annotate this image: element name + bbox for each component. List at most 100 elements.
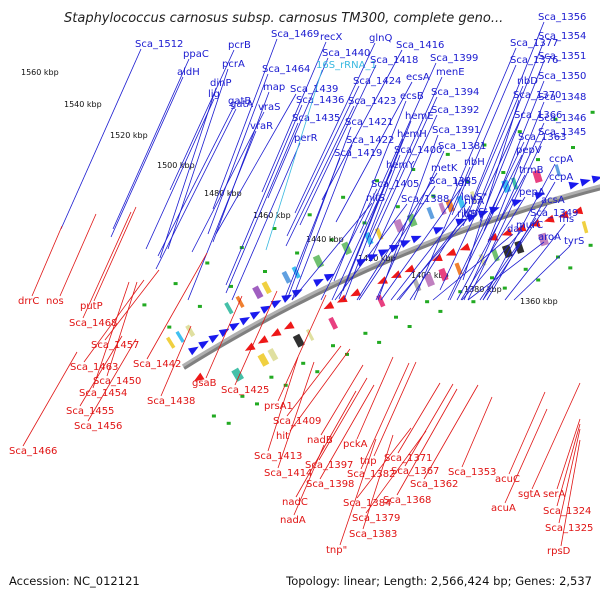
forward-gene-label[interactable]: Sca_1399: [430, 53, 478, 64]
forward-gene-label[interactable]: pepA: [519, 187, 545, 198]
forward-gene-label[interactable]: Sca_1422: [346, 135, 394, 146]
reverse-gene-label[interactable]: Sca_1353: [448, 467, 496, 478]
forward-gene-label[interactable]: Sca_1469: [271, 29, 319, 40]
forward-gene-label[interactable]: fhs: [559, 214, 574, 225]
reverse-gene-label[interactable]: prsA1: [264, 401, 293, 412]
forward-gene-label[interactable]: gatB: [228, 96, 251, 107]
reverse-gene-label[interactable]: pckA: [343, 439, 368, 450]
reverse-gene-label[interactable]: nadB: [307, 435, 333, 446]
forward-gene-label[interactable]: Sca_1349: [530, 208, 578, 219]
forward-gene-label[interactable]: hemY: [386, 160, 415, 171]
forward-gene-label[interactable]: Sca_1512: [135, 39, 183, 50]
forward-gene-label[interactable]: Sca_1421: [345, 117, 393, 128]
reverse-gene-label[interactable]: Sca_1442: [133, 359, 181, 370]
reverse-gene-label[interactable]: Sca_1384: [343, 498, 391, 509]
reverse-gene-label[interactable]: Sca_1456: [74, 421, 122, 432]
forward-gene-label[interactable]: Sca_1377: [510, 38, 558, 49]
forward-gene-label[interactable]: map: [263, 82, 285, 93]
reverse-gene-label[interactable]: Sca_1457: [91, 340, 139, 351]
reverse-gene-labels[interactable]: drrC nos putP Sca_1468 Sca_1457 Sca_1463 Sca_1…: [9, 206, 593, 557]
reverse-gene-label[interactable]: Sca_1325: [545, 523, 593, 534]
forward-gene-label[interactable]: aldH: [177, 67, 200, 78]
reverse-gene-label[interactable]: Sca_1438: [147, 396, 195, 407]
forward-gene-label[interactable]: Sca_1436: [296, 95, 344, 106]
forward-gene-label[interactable]: Sca_1391: [432, 125, 480, 136]
forward-gene-label[interactable]: 16S_rRNA_1: [316, 60, 377, 71]
forward-gene-label[interactable]: pepV: [516, 145, 542, 156]
forward-gene-label[interactable]: glnQ: [369, 33, 392, 44]
reverse-gene-label[interactable]: sgtA: [518, 489, 540, 500]
reverse-gene-label[interactable]: Sca_1382: [347, 469, 395, 480]
forward-gene-label[interactable]: menE: [436, 67, 465, 78]
reverse-gene-label[interactable]: nadC: [282, 497, 308, 508]
forward-gene-label[interactable]: vraR: [250, 121, 273, 132]
forward-gene-label[interactable]: vraS: [258, 102, 281, 113]
forward-gene-label[interactable]: Sca_1435: [292, 113, 340, 124]
forward-gene-label[interactable]: Sca_1394: [431, 87, 479, 98]
forward-gene-label[interactable]: ccpA: [549, 172, 573, 183]
forward-gene-label[interactable]: Sca_1370: [513, 90, 561, 101]
forward-gene-label[interactable]: ribB: [457, 209, 477, 220]
forward-gene-label[interactable]: ccpA: [549, 154, 573, 165]
reverse-gene-label[interactable]: Sca_1466: [9, 446, 57, 457]
forward-gene-label[interactable]: Sca_1392: [431, 105, 479, 116]
reverse-gene-label[interactable]: Sca_1398: [306, 479, 354, 490]
forward-gene-label[interactable]: Sca_1385: [429, 176, 477, 187]
forward-gene-label[interactable]: trmB: [519, 165, 544, 176]
forward-gene-label[interactable]: ecsA: [406, 72, 430, 83]
forward-gene-label[interactable]: tyrS: [564, 236, 584, 247]
forward-gene-label[interactable]: Sca_1346: [538, 113, 586, 124]
reverse-gene-label[interactable]: Sca_1425: [221, 385, 269, 396]
forward-gene-label[interactable]: Sca_1376: [510, 55, 558, 66]
reverse-gene-label[interactable]: acuA: [491, 503, 516, 514]
forward-gene-label[interactable]: Sca_1350: [538, 71, 586, 82]
forward-gene-label[interactable]: Sca_1423: [348, 96, 396, 107]
forward-gene-label[interactable]: Sca_1424: [353, 76, 401, 87]
forward-gene-label[interactable]: ppaC: [183, 49, 209, 60]
forward-gene-label[interactable]: dat: [507, 224, 523, 235]
forward-gene-label[interactable]: recX: [320, 32, 343, 43]
reverse-gene-label[interactable]: Sca_1397: [305, 460, 353, 471]
forward-gene-label[interactable]: Sca_1405: [371, 179, 419, 190]
reverse-gene-label[interactable]: hit: [276, 431, 289, 442]
reverse-gene-label[interactable]: Sca_1455: [66, 406, 114, 417]
forward-gene-label[interactable]: leuS': [463, 207, 487, 218]
forward-gene-label[interactable]: hemE: [405, 111, 434, 122]
forward-gene-label[interactable]: perR: [294, 133, 318, 144]
reverse-gene-label[interactable]: Sca_1468: [69, 318, 117, 329]
reverse-gene-label[interactable]: Sca_1367: [391, 466, 439, 477]
forward-gene-label[interactable]: Sca_1381: [438, 141, 486, 152]
reverse-gene-label[interactable]: Sca_1463: [70, 362, 118, 373]
forward-gene-label[interactable]: Sca_1356: [538, 12, 586, 23]
reverse-gene-label[interactable]: Sca_1371: [384, 453, 432, 464]
reverse-gene-label[interactable]: Sca_1414: [264, 468, 312, 479]
forward-gene-label[interactable]: Sca_1388: [401, 194, 449, 205]
forward-gene-label[interactable]: Sca_1351: [538, 51, 586, 62]
reverse-gene-label[interactable]: nadA: [280, 515, 306, 526]
reverse-gene-label[interactable]: Sca_1379: [352, 513, 400, 524]
reverse-gene-label[interactable]: Sca_1450: [93, 376, 141, 387]
forward-gene-label[interactable]: Sca_1345: [538, 127, 586, 138]
forward-gene-label[interactable]: acsA: [541, 195, 565, 206]
forward-gene-label[interactable]: metK: [431, 163, 458, 174]
forward-gene-label[interactable]: ecsB: [400, 91, 424, 102]
reverse-gene-label[interactable]: tnp": [326, 545, 347, 556]
reverse-gene-label[interactable]: Sca_1413: [254, 451, 302, 462]
forward-gene-label[interactable]: Sca_1418: [370, 55, 418, 66]
forward-gene-label[interactable]: aroA: [538, 232, 561, 243]
forward-gene-label[interactable]: Sca_1363: [518, 132, 566, 143]
forward-gene-labels[interactable]: Sca_1512ppaCaldHligpcrBpcrAdinPgatAgatBv…: [60, 12, 586, 301]
forward-gene-label[interactable]: Sca_1354: [538, 31, 586, 42]
forward-gene-label[interactable]: dinP: [210, 78, 232, 89]
forward-gene-label[interactable]: Sca_1419: [334, 148, 382, 159]
reverse-gene-label[interactable]: Sca_1368: [383, 495, 431, 506]
reverse-gene-label[interactable]: Sca_1362: [410, 479, 458, 490]
reverse-gene-label[interactable]: nos: [46, 296, 64, 307]
forward-gene-label[interactable]: ldh: [455, 178, 470, 189]
reverse-gene-label[interactable]: Sca_1383: [349, 529, 397, 540]
forward-gene-label[interactable]: Sca_1348: [538, 92, 586, 103]
reverse-gene-label[interactable]: gsaB: [192, 378, 217, 389]
reverse-gene-label[interactable]: Sca_1454: [79, 388, 127, 399]
forward-gene-label[interactable]: Sca_1464: [262, 64, 310, 75]
reverse-gene-label[interactable]: acuC: [495, 474, 520, 485]
